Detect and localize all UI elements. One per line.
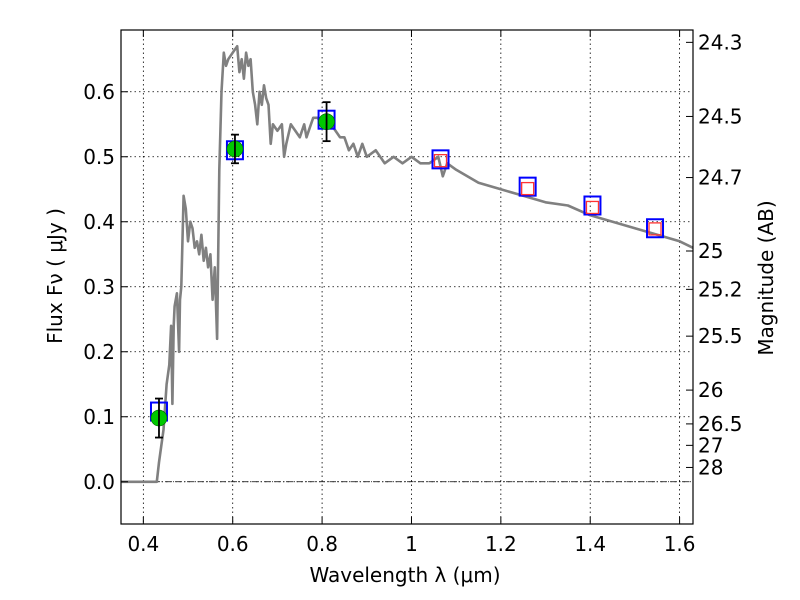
- y2-tick-label: 25.2: [698, 277, 743, 301]
- x-axis-label: Wavelength λ (μm): [309, 563, 500, 587]
- x-tick-label: 1.4: [574, 532, 606, 556]
- grid-lines: [121, 30, 693, 524]
- y-axis-label: Flux Fν ( μJy ): [43, 208, 67, 344]
- y2-tick-label: 26: [698, 378, 723, 402]
- blue-square-marker: [431, 149, 450, 170]
- red-square-marker: [433, 153, 448, 168]
- y2-tick-label: 25: [698, 239, 723, 263]
- y2-tick-label: 28: [698, 455, 723, 479]
- y2-tick-label: 24.5: [698, 104, 743, 128]
- y-tick-label: 0.6: [83, 80, 115, 104]
- y-tick-label: 0.5: [83, 145, 115, 169]
- y2-tick-label: 24.3: [698, 30, 743, 54]
- blue-square-marker: [646, 218, 665, 239]
- y-tick-label: 0.4: [83, 210, 115, 234]
- y2-tick-label: 27: [698, 433, 723, 457]
- x-tick-label: 1: [405, 532, 418, 556]
- x-tick-label: 1.6: [664, 532, 696, 556]
- y2-tick-label: 24.7: [698, 166, 743, 190]
- y-tick-label: 0.3: [83, 275, 115, 299]
- red-square-marker: [585, 200, 600, 215]
- blue-square-marker: [583, 195, 602, 216]
- red-square-marker: [648, 222, 662, 236]
- axis-ticks: 0.4 0.6 0.8 1 1.2 1.4 1.6 0.0 0.1 0.2 0.3 0.4 0.5 0.6…: [83, 30, 743, 556]
- plot-frame: [120, 29, 694, 525]
- sed-model-line: [121, 44, 694, 484]
- x-tick-label: 0.6: [217, 532, 249, 556]
- x-tick-label: 0.8: [306, 532, 338, 556]
- y-tick-label: 0.0: [83, 470, 115, 494]
- y-tick-label: 0.2: [83, 340, 115, 364]
- y2-tick-label: 25.5: [698, 324, 743, 348]
- blue-square-marker: [518, 176, 537, 197]
- x-tick-label: 1.2: [485, 532, 517, 556]
- y2-axis-label: Magnitude (AB): [754, 200, 778, 355]
- red-square-marker: [521, 181, 535, 196]
- y-tick-label: 0.1: [83, 405, 115, 429]
- photometry-markers: [149, 101, 665, 439]
- y2-tick-label: 26.5: [698, 412, 743, 436]
- x-tick-label: 0.4: [127, 532, 159, 556]
